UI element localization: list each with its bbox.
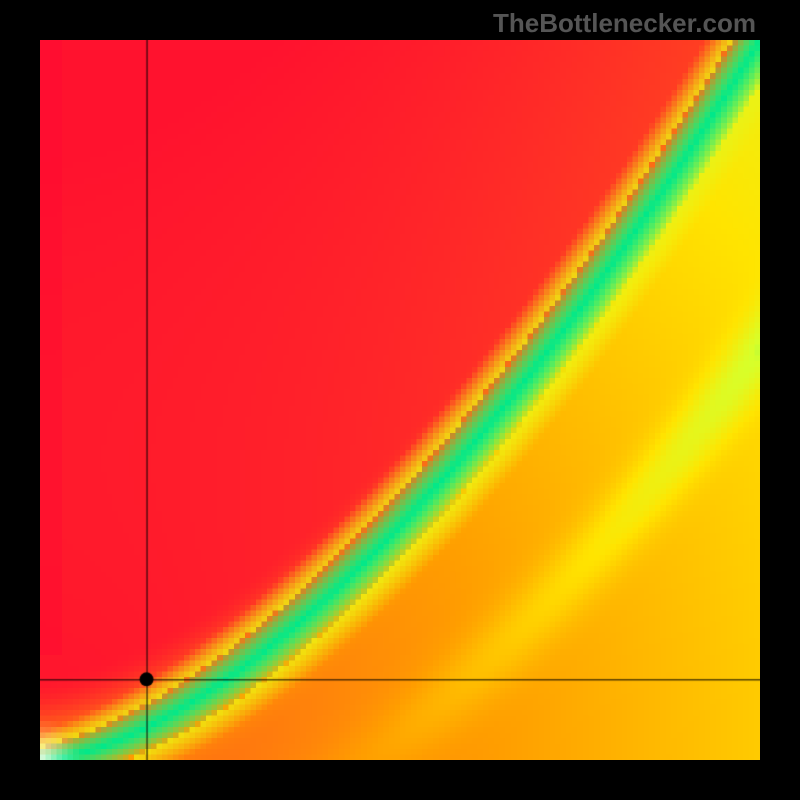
heatmap-canvas [40,40,760,760]
watermark-text: TheBottlenecker.com [493,8,756,39]
figure-container: TheBottlenecker.com [0,0,800,800]
